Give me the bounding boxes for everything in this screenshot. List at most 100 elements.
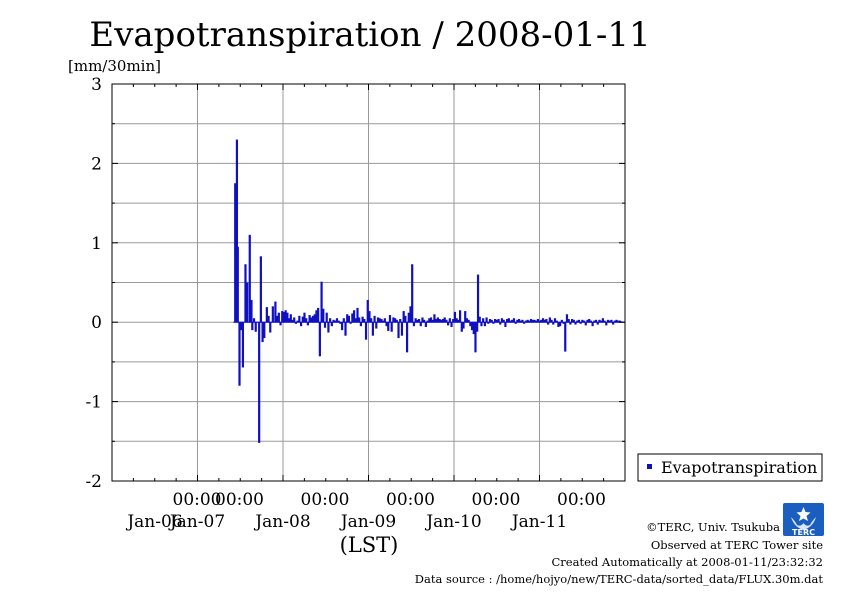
legend-box xyxy=(637,453,823,482)
data-bar xyxy=(287,318,291,323)
data-bar xyxy=(330,322,333,327)
data-bar xyxy=(596,322,599,325)
data-bar xyxy=(286,312,289,323)
data-bar xyxy=(337,320,340,323)
data-bar xyxy=(301,316,304,323)
data-bar xyxy=(582,320,586,323)
data-bar xyxy=(352,310,356,323)
data-bar xyxy=(613,320,616,323)
data-bar xyxy=(559,322,562,327)
data-bar xyxy=(458,310,462,323)
data-bar xyxy=(315,310,318,323)
data-bar xyxy=(574,322,577,325)
credit-copyright: ©TERC, Univ. Tsukuba xyxy=(646,520,780,534)
data-bar xyxy=(528,320,531,323)
x-tick-date-label: Jan-10 xyxy=(424,512,481,532)
data-bar xyxy=(570,319,574,323)
data-bar xyxy=(581,319,584,323)
data-bar xyxy=(269,322,272,333)
data-bar xyxy=(323,322,327,328)
data-bar xyxy=(313,314,316,323)
data-bar xyxy=(258,322,261,443)
data-bar xyxy=(521,319,524,323)
data-bar xyxy=(417,319,421,323)
data-bar xyxy=(517,319,521,323)
data-bar xyxy=(340,322,344,331)
data-bar xyxy=(364,322,368,340)
data-bar xyxy=(453,311,457,323)
x-axis-label: (LST) xyxy=(340,533,399,557)
data-bar xyxy=(553,318,557,323)
data-bar xyxy=(438,319,441,323)
data-bar xyxy=(555,320,558,323)
data-bar xyxy=(388,315,392,323)
data-bar xyxy=(423,319,426,323)
x-tick-time-label: 00:00 xyxy=(472,490,521,510)
data-bar xyxy=(469,322,472,327)
data-bar xyxy=(443,317,446,323)
data-bar xyxy=(371,322,374,336)
data-bar xyxy=(565,314,569,323)
data-bar xyxy=(322,308,325,323)
data-bar xyxy=(482,318,485,323)
data-bar xyxy=(512,318,516,323)
data-bar xyxy=(593,320,596,323)
data-bar xyxy=(495,319,498,323)
data-bar xyxy=(531,319,534,323)
data-bar xyxy=(478,316,481,323)
data-bar xyxy=(356,307,359,323)
data-bar xyxy=(246,282,249,323)
data-bar xyxy=(400,322,404,336)
data-bar xyxy=(234,183,237,323)
data-bar xyxy=(293,317,296,323)
data-bar xyxy=(507,318,510,323)
data-bar xyxy=(378,318,381,323)
data-bar xyxy=(236,246,239,323)
data-bar xyxy=(416,319,419,323)
data-bar xyxy=(329,318,332,323)
legend-swatch xyxy=(647,464,652,469)
data-bar xyxy=(560,319,563,323)
data-bar xyxy=(419,322,422,327)
data-bar xyxy=(395,319,398,323)
data-bar xyxy=(332,319,335,323)
data-bar xyxy=(358,317,361,323)
data-bar xyxy=(259,256,262,323)
data-bar xyxy=(462,322,465,329)
data-bar xyxy=(284,310,287,323)
data-bar xyxy=(460,322,463,332)
data-bar xyxy=(569,322,572,325)
data-bar xyxy=(387,322,390,331)
data-bar xyxy=(457,319,460,323)
x-tick-date-label: Jan-07 xyxy=(168,512,225,532)
data-bar xyxy=(441,319,445,323)
x-tick-time-label: 00:00 xyxy=(386,490,435,510)
data-bar xyxy=(279,322,282,326)
data-bar xyxy=(487,322,490,324)
data-bar xyxy=(514,322,517,324)
data-bar xyxy=(402,311,405,323)
data-bar xyxy=(240,322,243,331)
data-bar xyxy=(523,322,526,324)
data-bar xyxy=(346,314,349,323)
x-tick-time-label: 00:00 xyxy=(173,490,222,510)
y-tick-label: 2 xyxy=(91,154,102,174)
data-bar xyxy=(361,316,364,323)
data-bar xyxy=(251,322,254,331)
data-bar xyxy=(529,319,533,323)
data-bar xyxy=(252,318,256,323)
data-bar xyxy=(370,318,373,323)
data-bar xyxy=(351,313,354,323)
data-bar xyxy=(526,319,529,323)
data-bar xyxy=(612,322,615,325)
data-bar xyxy=(414,318,417,323)
data-bar xyxy=(310,317,313,323)
legend: Evapotranspiration xyxy=(637,453,823,482)
chart-title: Evapotranspiration / 2008-01-11 xyxy=(89,15,650,55)
data-bar xyxy=(550,319,553,323)
data-bar xyxy=(564,322,567,352)
data-bar xyxy=(254,322,257,332)
data-bar xyxy=(598,319,601,323)
data-bar xyxy=(524,320,528,323)
data-bar xyxy=(375,322,378,329)
